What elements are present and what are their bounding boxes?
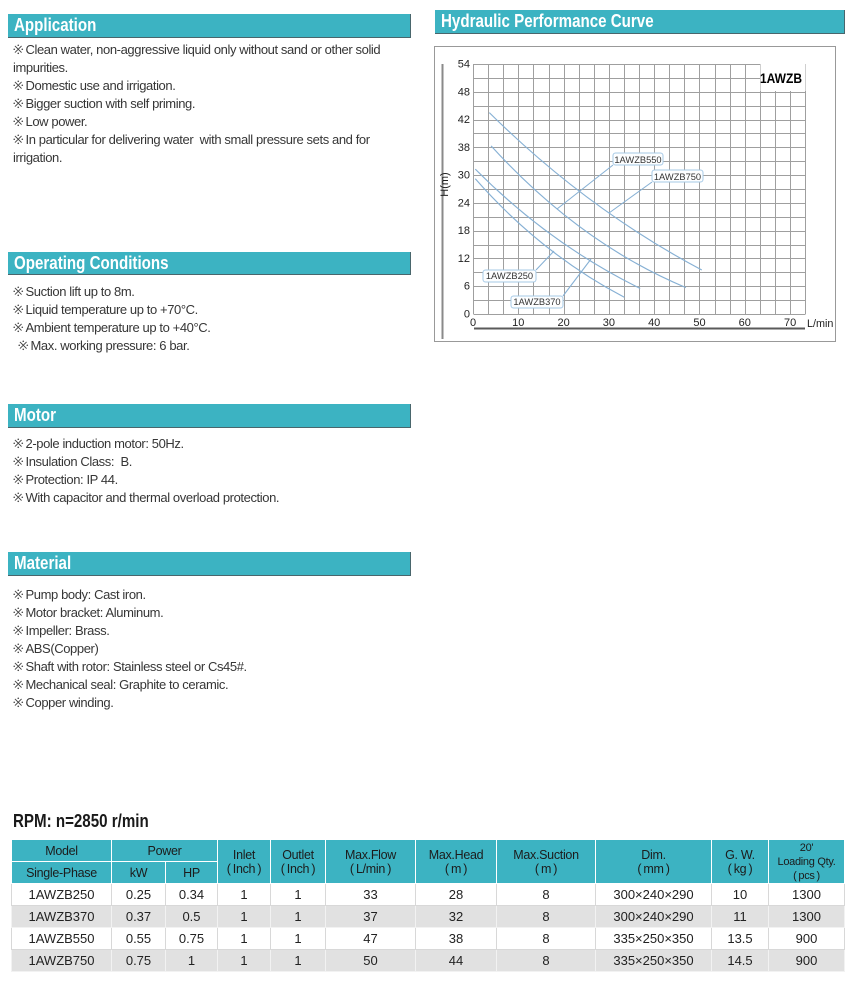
- svg-text:H(m): H(m): [439, 172, 451, 196]
- svg-text:1AWZB370: 1AWZB370: [513, 297, 560, 307]
- svg-text:12: 12: [458, 253, 470, 265]
- svg-text:30: 30: [603, 317, 615, 329]
- svg-text:1AWZB550: 1AWZB550: [614, 155, 661, 165]
- svg-text:24: 24: [458, 197, 470, 209]
- svg-text:6: 6: [464, 281, 470, 293]
- svg-text:0: 0: [470, 317, 476, 329]
- svg-text:0: 0: [464, 309, 470, 321]
- svg-text:18: 18: [458, 225, 470, 237]
- svg-text:30: 30: [458, 170, 470, 182]
- svg-text:60: 60: [739, 317, 751, 329]
- svg-text:42: 42: [458, 114, 470, 126]
- svg-text:38: 38: [458, 142, 470, 154]
- svg-text:20: 20: [557, 317, 569, 329]
- svg-text:1AWZB: 1AWZB: [760, 71, 802, 86]
- svg-text:50: 50: [693, 317, 705, 329]
- svg-text:10: 10: [512, 317, 524, 329]
- svg-text:40: 40: [648, 317, 660, 329]
- svg-text:48: 48: [458, 86, 470, 98]
- svg-text:54: 54: [458, 59, 470, 71]
- svg-text:1AWZB250: 1AWZB250: [486, 271, 533, 281]
- svg-text:1AWZB750: 1AWZB750: [654, 172, 701, 182]
- svg-text:L/min: L/min: [807, 318, 833, 330]
- svg-text:70: 70: [784, 317, 796, 329]
